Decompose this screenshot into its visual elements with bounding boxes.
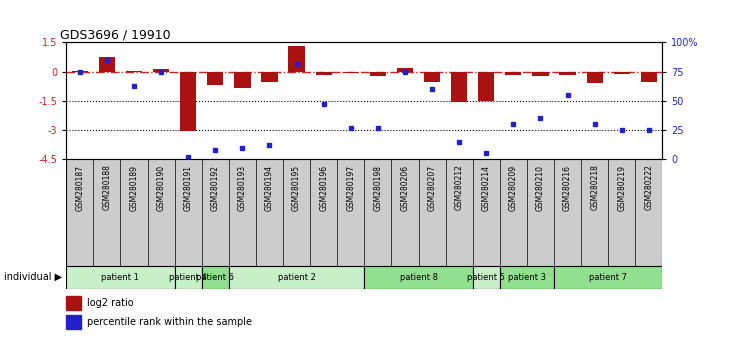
Bar [500,266,554,289]
Text: patient 4: patient 4 [169,273,207,281]
Bar [424,72,440,82]
Bar [478,72,495,101]
Bar [369,72,386,76]
Text: GSM280197: GSM280197 [346,165,355,211]
Text: percentile rank within the sample: percentile rank within the sample [87,318,252,327]
Text: GSM280191: GSM280191 [184,165,193,211]
Text: GSM280222: GSM280222 [644,165,654,211]
Text: GSM280187: GSM280187 [75,165,85,211]
Text: GSM280196: GSM280196 [319,165,328,211]
Text: GSM280214: GSM280214 [482,165,491,211]
Bar [207,72,224,85]
Bar [641,72,657,82]
Bar [180,72,197,131]
Bar [174,266,202,289]
Bar [66,266,174,289]
Text: GSM280206: GSM280206 [400,165,409,211]
Text: GSM280216: GSM280216 [563,165,572,211]
Bar [554,266,662,289]
Text: GSM280207: GSM280207 [428,165,436,211]
Bar [66,296,81,309]
Bar [66,315,81,329]
Text: patient 8: patient 8 [400,273,437,281]
Bar [126,71,142,72]
Bar [289,46,305,72]
Bar [234,72,250,88]
Text: GSM280188: GSM280188 [102,165,111,211]
Bar [397,68,413,72]
Bar [559,72,576,75]
Bar [614,72,630,74]
Text: patient 1: patient 1 [102,273,139,281]
Text: GSM280193: GSM280193 [238,165,247,211]
Bar [229,266,364,289]
Bar [364,266,473,289]
Text: patient 6: patient 6 [197,273,234,281]
Bar [343,72,359,73]
Text: GSM280212: GSM280212 [455,165,464,211]
Text: GSM280210: GSM280210 [536,165,545,211]
Text: log2 ratio: log2 ratio [87,298,134,308]
Text: GSM280194: GSM280194 [265,165,274,211]
Text: GSM280218: GSM280218 [590,165,599,211]
Text: patient 5: patient 5 [467,273,505,281]
Bar [587,72,603,84]
Text: GSM280195: GSM280195 [292,165,301,211]
Bar [451,72,467,102]
Text: GSM280219: GSM280219 [618,165,626,211]
Text: GSM280189: GSM280189 [130,165,138,211]
Text: GSM280198: GSM280198 [373,165,383,211]
Bar [316,72,332,75]
Text: patient 2: patient 2 [277,273,316,281]
Text: patient 3: patient 3 [508,273,546,281]
Text: GDS3696 / 19910: GDS3696 / 19910 [60,28,171,41]
Bar [261,72,277,82]
Bar [473,266,500,289]
Bar [202,266,229,289]
Bar [71,71,88,72]
Text: GSM280192: GSM280192 [210,165,220,211]
Text: GSM280190: GSM280190 [157,165,166,211]
Bar [532,72,548,76]
Bar [153,69,169,72]
Text: patient 7: patient 7 [590,273,627,281]
Text: GSM280209: GSM280209 [509,165,518,211]
Bar [99,57,115,72]
Text: individual ▶: individual ▶ [4,272,62,282]
Bar [505,72,522,75]
